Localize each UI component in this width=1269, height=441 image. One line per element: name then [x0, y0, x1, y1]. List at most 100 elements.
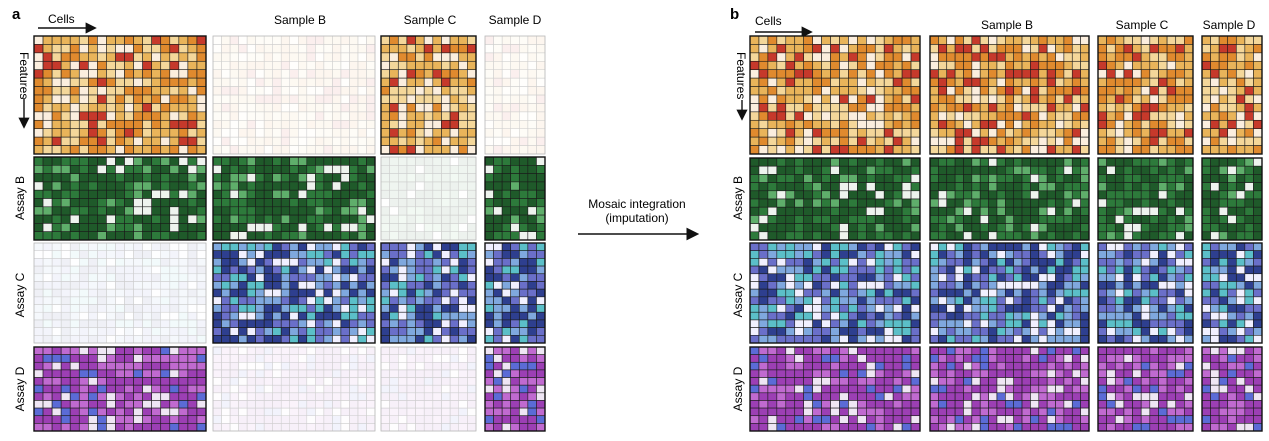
heatmap-cell: [272, 304, 282, 313]
heatmap-cell: [1140, 296, 1151, 305]
heatmap-cell: [1235, 206, 1246, 216]
heatmap-cell: [115, 250, 125, 259]
heatmap-cell: [357, 423, 367, 432]
heatmap-cell: [1201, 165, 1211, 175]
heatmap-cell: [776, 165, 787, 175]
heatmap-cell: [1106, 206, 1116, 216]
heatmap-cell: [1063, 327, 1073, 336]
heatmap-cell: [883, 119, 894, 130]
heatmap-cell: [1235, 52, 1246, 62]
heatmap-cell: [42, 242, 53, 251]
heatmap-cell: [963, 128, 973, 138]
heatmap-cell: [187, 423, 198, 432]
heatmap-cell: [366, 250, 376, 259]
heatmap-cell: [423, 400, 434, 409]
heatmap-cell: [929, 327, 939, 336]
heatmap-cell: [484, 346, 494, 355]
heatmap-cell: [1106, 128, 1116, 138]
heatmap-cell: [1166, 128, 1177, 138]
heatmap-cell: [280, 346, 290, 355]
heatmap-cell: [785, 223, 796, 233]
heatmap-cell: [380, 223, 390, 232]
heatmap-cell: [340, 415, 350, 424]
heatmap-cell: [1235, 136, 1246, 146]
heatmap-cell: [866, 128, 876, 138]
heatmap-cell: [142, 69, 152, 79]
heatmap-cell: [1114, 165, 1125, 175]
heatmap-cell: [1046, 182, 1056, 192]
heatmap-cell: [848, 223, 858, 233]
heatmap-cell: [874, 327, 885, 336]
heatmap-cell: [432, 362, 442, 371]
heatmap-cell: [1227, 296, 1237, 305]
heatmap-cell: [115, 173, 125, 183]
heatmap-cell: [441, 181, 451, 191]
heatmap-cell: [857, 231, 867, 241]
heatmap-cell: [449, 181, 459, 191]
heatmap-cell: [1158, 250, 1168, 259]
heatmap-cell: [1021, 69, 1031, 79]
heatmap-cell: [874, 128, 885, 138]
heatmap-cell: [1071, 52, 1081, 62]
heatmap-cell: [758, 119, 769, 130]
heatmap-cell: [255, 214, 265, 224]
heatmap-cell: [298, 377, 308, 386]
heatmap-cell: [536, 335, 546, 344]
heatmap-cell: [821, 44, 831, 54]
heatmap-cell: [1123, 265, 1133, 275]
heatmap-cell: [349, 136, 359, 146]
heatmap-cell: [357, 231, 367, 241]
panel-b-cells-label: Cells: [755, 14, 782, 28]
heatmap-cell: [51, 94, 62, 104]
heatmap-cell: [910, 35, 921, 45]
heatmap-cell: [785, 242, 796, 251]
heatmap-cell: [221, 231, 231, 241]
heatmap-cell: [432, 173, 442, 183]
heatmap-cell: [332, 189, 342, 199]
heatmap-cell: [380, 119, 390, 130]
heatmap-cell: [406, 369, 416, 378]
heatmap-cell: [938, 60, 948, 71]
heatmap-cell: [323, 311, 333, 321]
heatmap-cell: [78, 173, 89, 183]
heatmap-cell: [323, 384, 333, 394]
heatmap-cell: [115, 111, 125, 121]
heatmap-cell: [246, 111, 256, 121]
heatmap-cell: [493, 94, 503, 104]
heatmap-cell: [979, 311, 989, 321]
heatmap-cell: [88, 369, 98, 378]
heatmap-cell: [830, 250, 840, 259]
heatmap-cell: [866, 69, 876, 79]
heatmap-cell: [493, 206, 503, 216]
heatmap-cell: [874, 223, 885, 233]
heatmap-cell: [323, 423, 333, 432]
heatmap-cell: [1158, 215, 1168, 224]
heatmap-cell: [1055, 103, 1065, 113]
heatmap-cell: [749, 384, 760, 394]
heatmap-cell: [238, 35, 248, 45]
heatmap-cell: [69, 223, 80, 232]
heatmap-cell: [938, 231, 948, 241]
heatmap-cell: [1106, 327, 1116, 336]
heatmap-cell: [1235, 198, 1246, 208]
heatmap-cell: [1114, 288, 1125, 298]
heatmap-cell: [323, 120, 333, 129]
heatmap-cell: [874, 190, 885, 200]
heatmap-cell: [1253, 136, 1263, 146]
heatmap-cell: [767, 311, 778, 321]
heatmap-cell: [124, 103, 134, 113]
heatmap-cell: [272, 327, 282, 336]
heatmap-cell: [423, 296, 434, 305]
heatmap-cell: [60, 361, 71, 371]
heatmap-cell: [366, 206, 376, 216]
heatmap-cell: [910, 157, 921, 167]
heatmap-cell: [366, 69, 376, 79]
heatmap-cell: [527, 384, 537, 394]
heatmap-cell: [979, 60, 989, 71]
heatmap-cell: [1227, 327, 1237, 336]
heatmap-cell: [432, 335, 442, 344]
heatmap-cell: [501, 265, 512, 275]
heatmap-cell: [1005, 206, 1014, 216]
heatmap-cell: [484, 35, 494, 45]
heatmap-cell: [88, 223, 98, 232]
